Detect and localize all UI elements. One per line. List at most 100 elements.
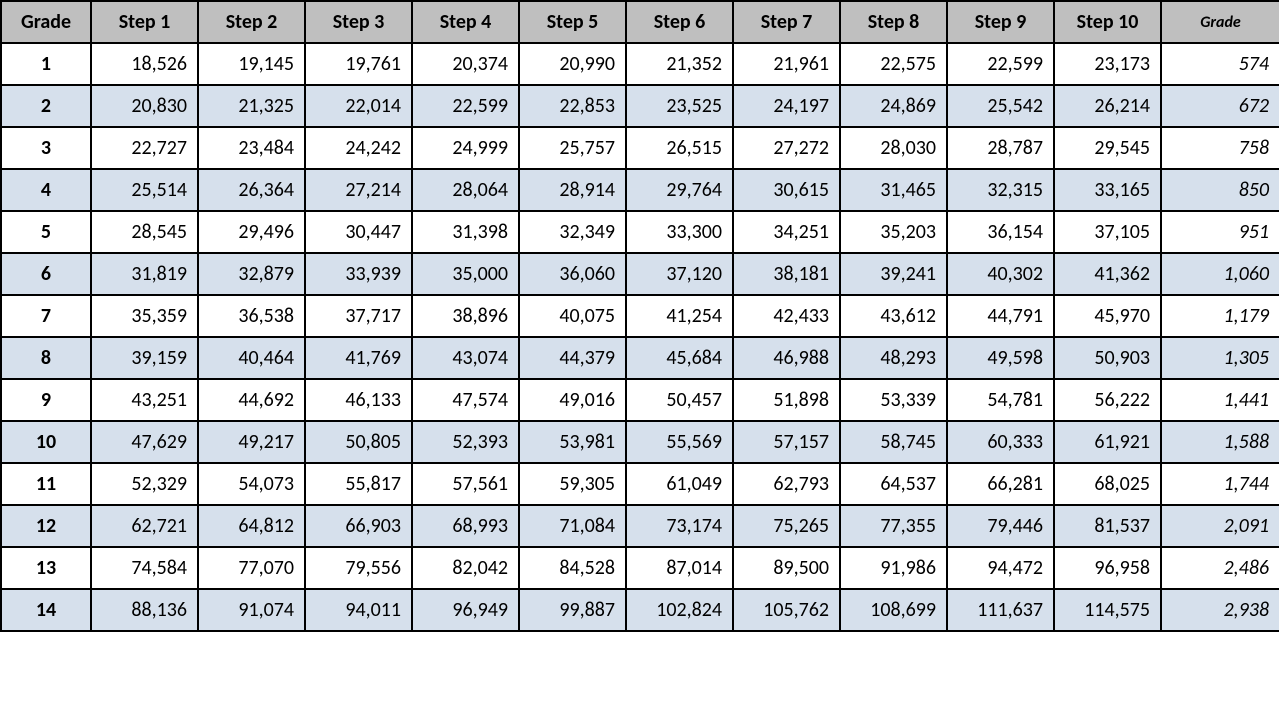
step-cell: 52,393 (412, 421, 519, 463)
within-grade-cell: 672 (1161, 85, 1279, 127)
step-cell: 75,265 (733, 505, 840, 547)
within-grade-cell: 758 (1161, 127, 1279, 169)
within-grade-cell: 2,938 (1161, 589, 1279, 631)
step-cell: 32,349 (519, 211, 626, 253)
header-step3: Step 3 (305, 1, 412, 43)
step-cell: 58,745 (840, 421, 947, 463)
step-cell: 50,457 (626, 379, 733, 421)
step-cell: 45,684 (626, 337, 733, 379)
grade-cell: 5 (1, 211, 91, 253)
step-cell: 54,781 (947, 379, 1054, 421)
step-cell: 25,757 (519, 127, 626, 169)
step-cell: 18,526 (91, 43, 198, 85)
step-cell: 53,339 (840, 379, 947, 421)
grade-cell: 13 (1, 547, 91, 589)
table-row: 1047,62949,21750,80552,39353,98155,56957… (1, 421, 1279, 463)
step-cell: 87,014 (626, 547, 733, 589)
step-cell: 105,762 (733, 589, 840, 631)
within-grade-cell: 1,060 (1161, 253, 1279, 295)
step-cell: 36,060 (519, 253, 626, 295)
step-cell: 68,993 (412, 505, 519, 547)
step-cell: 61,049 (626, 463, 733, 505)
step-cell: 22,599 (412, 85, 519, 127)
within-grade-cell: 1,588 (1161, 421, 1279, 463)
step-cell: 68,025 (1054, 463, 1161, 505)
step-cell: 41,769 (305, 337, 412, 379)
step-cell: 44,379 (519, 337, 626, 379)
step-cell: 66,903 (305, 505, 412, 547)
table-row: 1374,58477,07079,55682,04284,52887,01489… (1, 547, 1279, 589)
step-cell: 34,251 (733, 211, 840, 253)
step-cell: 30,447 (305, 211, 412, 253)
header-step6: Step 6 (626, 1, 733, 43)
step-cell: 25,542 (947, 85, 1054, 127)
step-cell: 46,988 (733, 337, 840, 379)
step-cell: 45,970 (1054, 295, 1161, 337)
grade-cell: 11 (1, 463, 91, 505)
step-cell: 50,805 (305, 421, 412, 463)
step-cell: 36,154 (947, 211, 1054, 253)
step-cell: 50,903 (1054, 337, 1161, 379)
step-cell: 71,084 (519, 505, 626, 547)
step-cell: 99,887 (519, 589, 626, 631)
table-row: 735,35936,53837,71738,89640,07541,25442,… (1, 295, 1279, 337)
step-cell: 88,136 (91, 589, 198, 631)
pay-scale-table: Grade Step 1 Step 2 Step 3 Step 4 Step 5… (0, 0, 1279, 632)
step-cell: 73,174 (626, 505, 733, 547)
step-cell: 28,064 (412, 169, 519, 211)
step-cell: 81,537 (1054, 505, 1161, 547)
step-cell: 23,484 (198, 127, 305, 169)
step-cell: 62,793 (733, 463, 840, 505)
step-cell: 38,181 (733, 253, 840, 295)
step-cell: 42,433 (733, 295, 840, 337)
step-cell: 40,464 (198, 337, 305, 379)
within-grade-cell: 1,305 (1161, 337, 1279, 379)
step-cell: 57,157 (733, 421, 840, 463)
step-cell: 43,612 (840, 295, 947, 337)
grade-cell: 4 (1, 169, 91, 211)
step-cell: 26,364 (198, 169, 305, 211)
step-cell: 66,281 (947, 463, 1054, 505)
step-cell: 37,105 (1054, 211, 1161, 253)
step-cell: 28,545 (91, 211, 198, 253)
step-cell: 40,075 (519, 295, 626, 337)
step-cell: 19,761 (305, 43, 412, 85)
header-step8: Step 8 (840, 1, 947, 43)
step-cell: 84,528 (519, 547, 626, 589)
step-cell: 47,574 (412, 379, 519, 421)
step-cell: 28,914 (519, 169, 626, 211)
step-cell: 33,165 (1054, 169, 1161, 211)
grade-cell: 6 (1, 253, 91, 295)
step-cell: 23,525 (626, 85, 733, 127)
step-cell: 43,251 (91, 379, 198, 421)
table-row: 322,72723,48424,24224,99925,75726,51527,… (1, 127, 1279, 169)
within-grade-cell: 1,744 (1161, 463, 1279, 505)
step-cell: 47,629 (91, 421, 198, 463)
step-cell: 33,300 (626, 211, 733, 253)
step-cell: 31,819 (91, 253, 198, 295)
step-cell: 61,921 (1054, 421, 1161, 463)
step-cell: 94,011 (305, 589, 412, 631)
step-cell: 26,214 (1054, 85, 1161, 127)
step-cell: 24,999 (412, 127, 519, 169)
header-grade: Grade (1, 1, 91, 43)
step-cell: 49,016 (519, 379, 626, 421)
step-cell: 28,030 (840, 127, 947, 169)
step-cell: 44,791 (947, 295, 1054, 337)
step-cell: 77,355 (840, 505, 947, 547)
header-step4: Step 4 (412, 1, 519, 43)
step-cell: 41,254 (626, 295, 733, 337)
step-cell: 91,074 (198, 589, 305, 631)
header-step2: Step 2 (198, 1, 305, 43)
step-cell: 111,637 (947, 589, 1054, 631)
table-body: 118,52619,14519,76120,37420,99021,35221,… (1, 43, 1279, 631)
step-cell: 56,222 (1054, 379, 1161, 421)
step-cell: 22,727 (91, 127, 198, 169)
step-cell: 25,514 (91, 169, 198, 211)
within-grade-cell: 1,179 (1161, 295, 1279, 337)
step-cell: 79,446 (947, 505, 1054, 547)
table-header: Grade Step 1 Step 2 Step 3 Step 4 Step 5… (1, 1, 1279, 43)
step-cell: 62,721 (91, 505, 198, 547)
step-cell: 23,173 (1054, 43, 1161, 85)
grade-cell: 1 (1, 43, 91, 85)
